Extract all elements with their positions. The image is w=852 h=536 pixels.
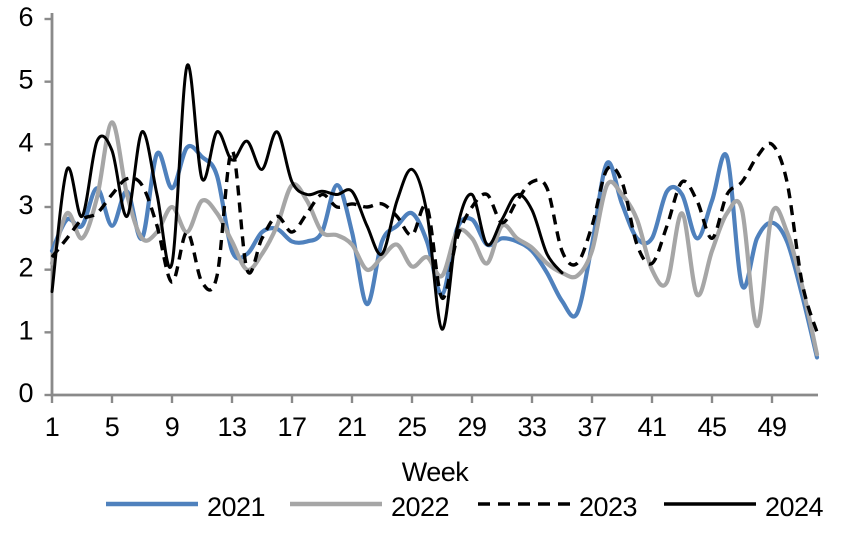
y-tick-label: 2 xyxy=(18,253,33,283)
x-tick-label: 37 xyxy=(577,412,606,442)
legend-label-2023: 2023 xyxy=(579,492,637,522)
x-tick-label: 21 xyxy=(337,412,366,442)
legend-label-2022: 2022 xyxy=(391,492,449,522)
series-line-2022 xyxy=(49,120,820,357)
x-tick-label: 13 xyxy=(217,412,246,442)
x-tick-label: 5 xyxy=(105,412,120,442)
legend-label-2021: 2021 xyxy=(207,492,265,522)
x-tick-label: 9 xyxy=(165,412,180,442)
x-tick-label: 45 xyxy=(697,412,726,442)
y-tick-label: 0 xyxy=(18,378,33,408)
x-tick-label: 41 xyxy=(637,412,666,442)
series-line-2023 xyxy=(50,141,819,333)
x-tick-label: 25 xyxy=(397,412,426,442)
legend-label-2024: 2024 xyxy=(765,492,824,522)
y-tick-label: 3 xyxy=(18,190,33,220)
x-axis-title: Week xyxy=(402,457,470,487)
x-tick-label: 29 xyxy=(457,412,486,442)
y-tick-label: 5 xyxy=(18,65,33,95)
x-tick-label: 17 xyxy=(277,412,306,442)
y-tick-label: 1 xyxy=(18,315,33,345)
x-tick-label: 1 xyxy=(45,412,60,442)
x-tick-label: 33 xyxy=(517,412,546,442)
y-tick-label: 4 xyxy=(18,127,33,157)
x-tick-label: 49 xyxy=(757,412,786,442)
series-line-2024 xyxy=(50,63,564,331)
y-tick-label: 6 xyxy=(18,2,33,32)
